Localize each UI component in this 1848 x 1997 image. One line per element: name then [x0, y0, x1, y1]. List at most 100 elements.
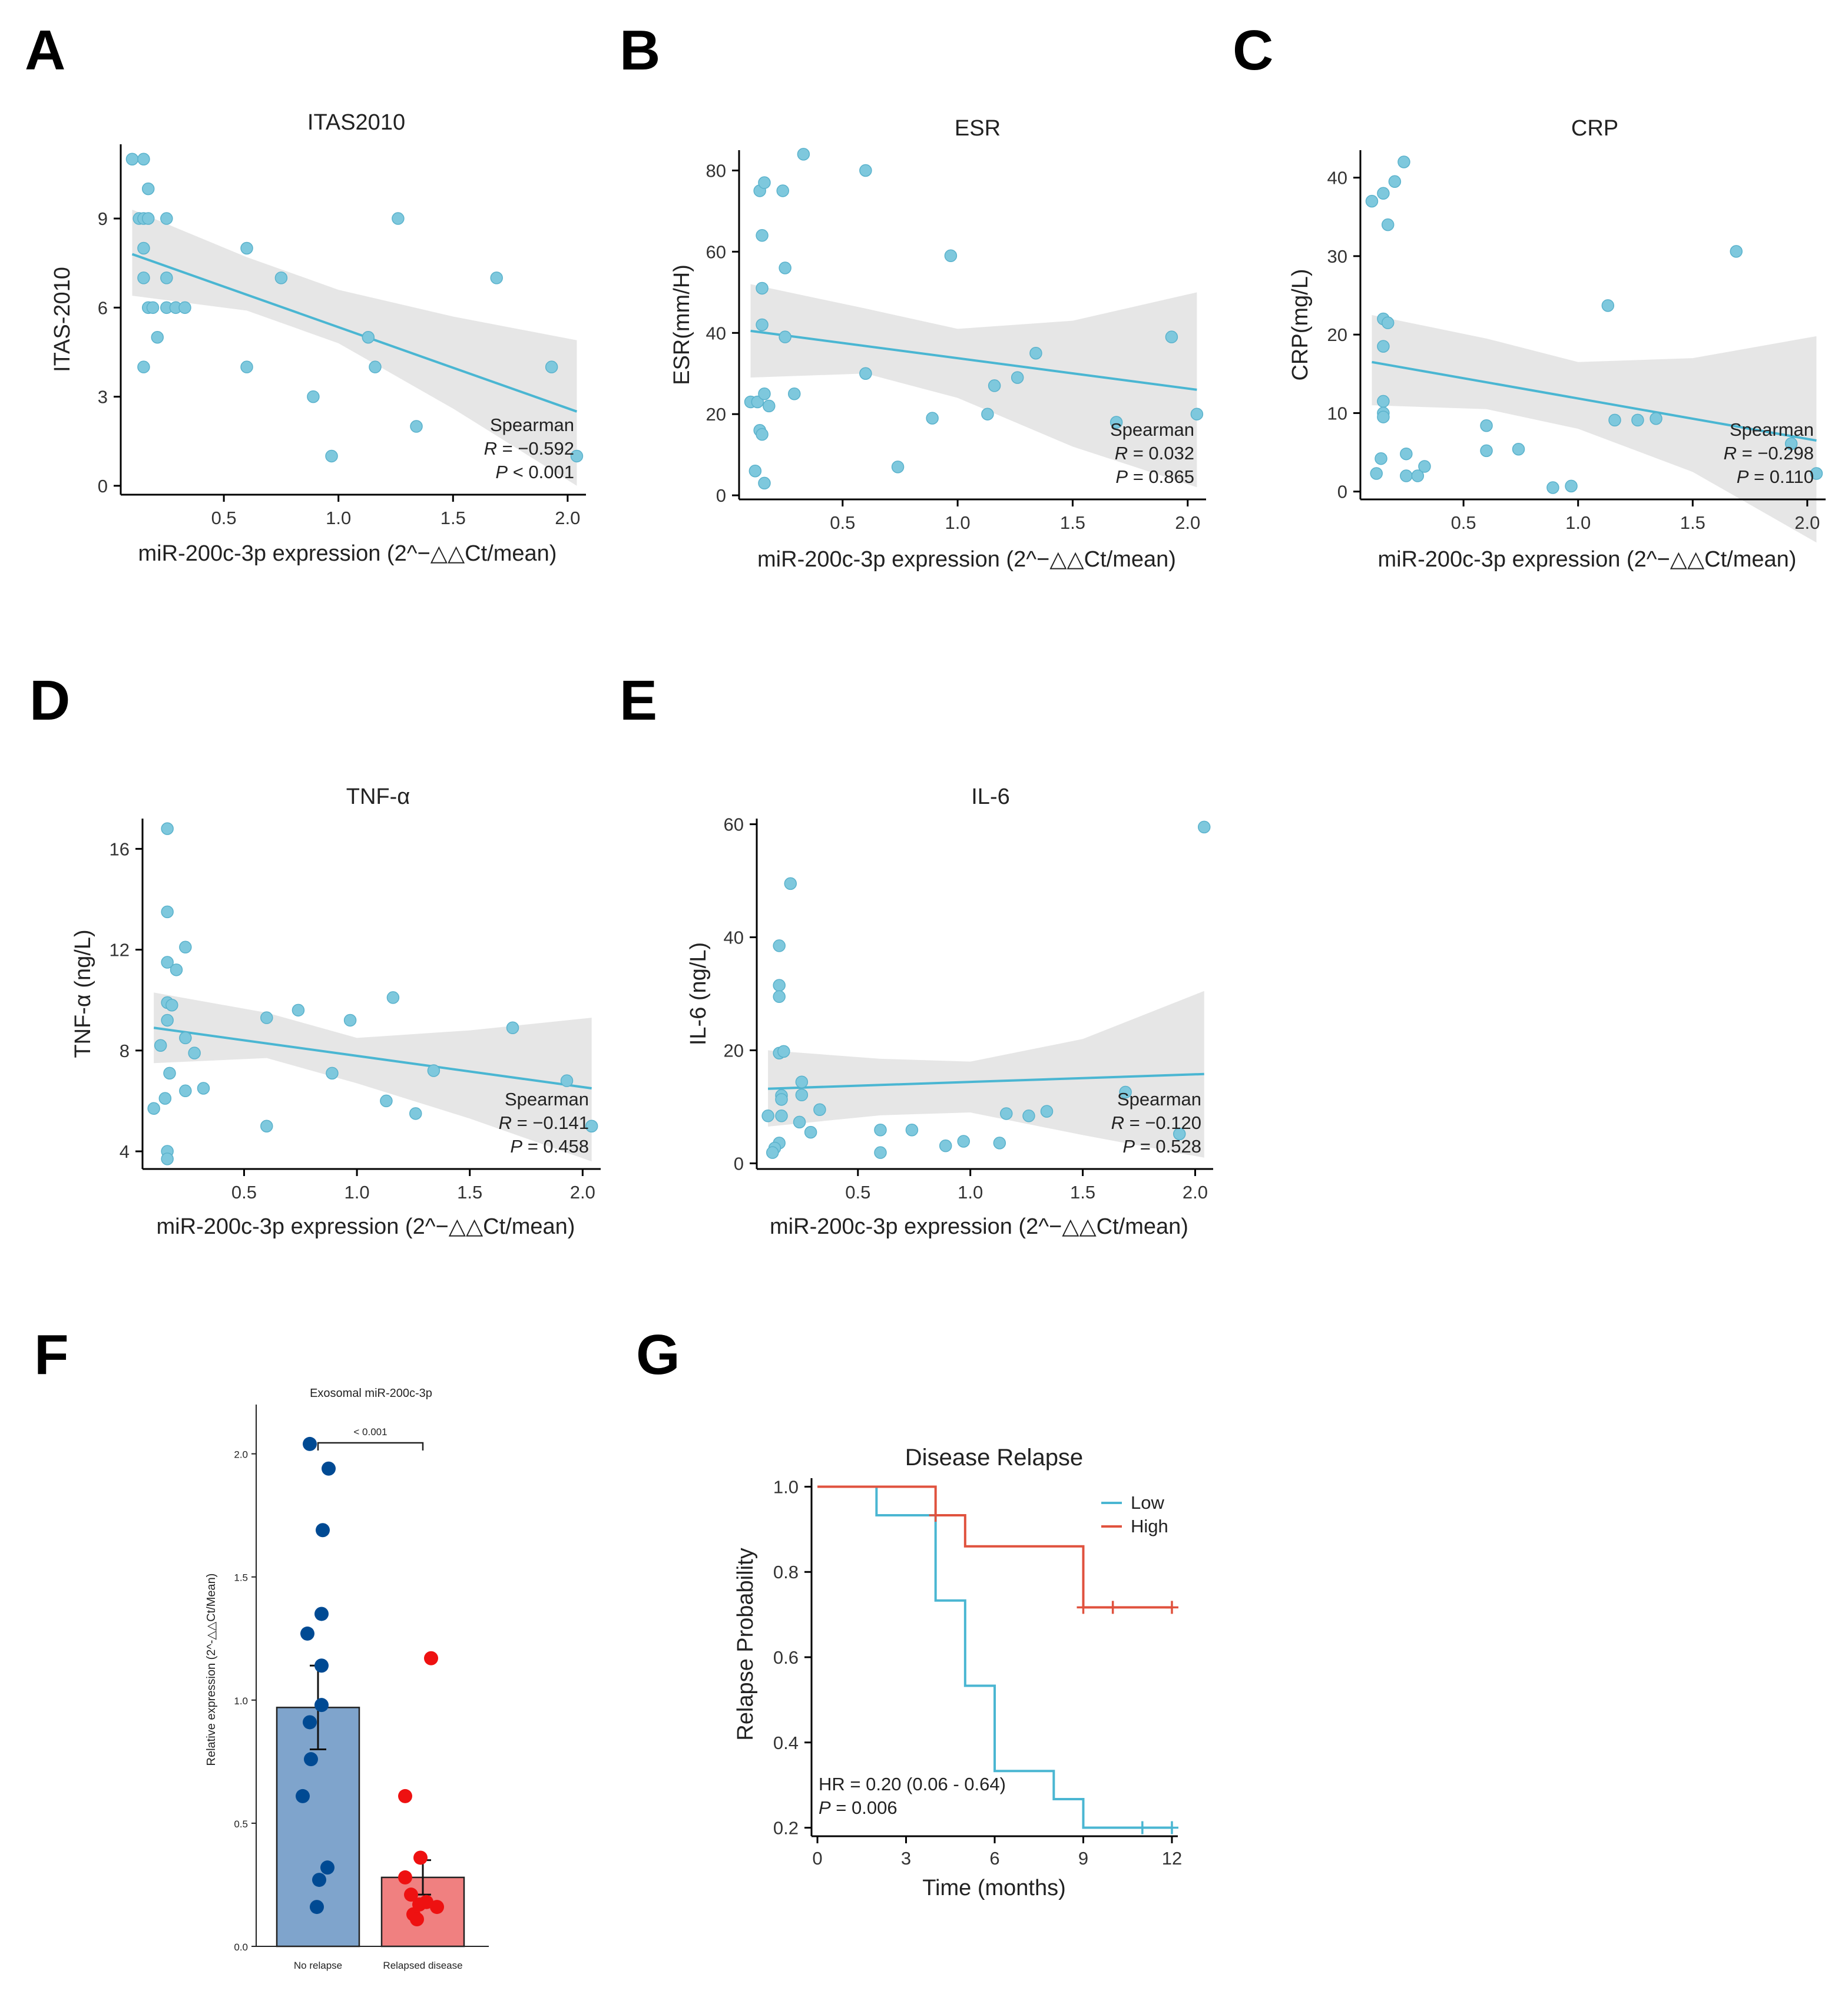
panel-f-data-point	[316, 1523, 330, 1538]
panel-b-x-tick-label: 1.0	[945, 512, 971, 533]
panel-a-regression-line	[131, 253, 578, 413]
panel-g-p-value: = 0.006	[831, 1797, 897, 1818]
panel-d-data-point	[343, 1014, 357, 1027]
panel-d-data-point	[161, 1014, 174, 1027]
panel-f-category-label: Relapsed disease	[383, 1960, 462, 1971]
panel-c-data-point	[1480, 444, 1493, 458]
panel-d-y-tick-label: 16	[110, 839, 130, 859]
panel-d-stat-p: P = 0.458	[510, 1136, 589, 1157]
panel-e-stat-r-value: = −0.120	[1124, 1112, 1201, 1133]
panel-b-regression-line	[750, 329, 1197, 391]
panel-e-data-point	[874, 1124, 887, 1137]
panel-a-x-tick-label: 0.5	[211, 508, 237, 528]
panel-b-stat-p: P = 0.865	[1115, 466, 1194, 487]
panel-e-data-point	[773, 939, 786, 952]
panel-e-stat-p-value: = 0.528	[1135, 1136, 1201, 1157]
panel-d-x-tick-label: 2.0	[570, 1182, 595, 1203]
panel-letter-d: D	[29, 669, 70, 732]
panel-b-data-point	[751, 395, 764, 409]
panel-a-x-tick-label: 1.5	[441, 508, 466, 528]
panel-e-y-tick-label: 20	[724, 1040, 744, 1061]
panel-c-x-tick-label: 0.5	[1451, 512, 1476, 533]
panel-letter-c: C	[1233, 19, 1273, 82]
panel-d-data-point	[409, 1107, 422, 1120]
panel-a-y-axis-label: ITAS-2010	[50, 267, 75, 372]
panel-b-x-axis-label: miR-200c-3p expression (2^−△△Ct/mean)	[757, 547, 1176, 572]
panel-c-confidence-band	[1372, 314, 1817, 543]
panel-d-x-tick-label: 1.5	[457, 1182, 482, 1203]
panel-letter-g: G	[636, 1323, 680, 1386]
panel-c-stat-p-value: = 0.110	[1748, 466, 1814, 487]
panel-e-data-point	[1040, 1105, 1054, 1118]
panel-f-data-point	[314, 1698, 329, 1713]
panel-f-data-point	[398, 1789, 412, 1803]
panel-g-x-tick-label: 6	[989, 1848, 999, 1869]
panel-c-data-point	[1397, 155, 1410, 168]
panel-d-data-point	[326, 1067, 339, 1080]
panel-c-data-point	[1565, 479, 1578, 493]
panel-f-category-label: No relapse	[294, 1960, 342, 1971]
panel-d-stat-method: Spearman	[505, 1089, 589, 1110]
panel-a-confidence-band	[132, 209, 577, 486]
panel-a-y-tick-label: 9	[98, 208, 108, 229]
panel-c-y-tick-label: 40	[1327, 168, 1347, 188]
panel-c-scatter-chart: 0.5 1.0 1.5 2.0 0 10 20 30 40 CRP miR-200c-3p expr…	[1288, 116, 1826, 572]
panel-d-data-point	[161, 905, 174, 919]
panel-g-censor-mark	[1135, 1821, 1149, 1834]
panel-f-data-point	[296, 1789, 310, 1803]
panel-f-data-point	[304, 1752, 318, 1767]
panel-e-data-point	[1000, 1107, 1013, 1120]
panel-f-significance-bracket	[317, 1442, 424, 1450]
panel-d-data-point	[161, 822, 174, 835]
panel-d-stat-p-symbol: P	[510, 1136, 522, 1157]
panel-g-title: Disease Relapse	[905, 1445, 1083, 1471]
panel-letter-b: B	[620, 19, 660, 82]
panel-b-y-tick-label: 60	[706, 241, 726, 262]
panel-g-y-tick-label: 1.0	[773, 1476, 799, 1497]
panel-b-x-tick-label: 1.5	[1060, 512, 1085, 533]
panel-c-data-point	[1370, 467, 1383, 480]
panel-a-data-point	[369, 360, 382, 373]
panel-a-data-point	[392, 212, 405, 225]
panel-e-data-point	[761, 1110, 774, 1122]
panel-b-data-point	[981, 408, 994, 420]
panel-e-x-tick-label: 1.5	[1070, 1182, 1095, 1203]
panel-f-y-tick-label: 0.5	[234, 1819, 248, 1830]
panel-c-y-axis-label: CRP(mg/L)	[1288, 269, 1313, 380]
panel-f-title: Exosomal miR-200c-3p	[310, 1387, 432, 1400]
panel-c-x-tick-label: 1.0	[1565, 512, 1591, 533]
panel-c-title: CRP	[1571, 116, 1618, 141]
panel-c-x-tick-label: 2.0	[1794, 512, 1820, 533]
panel-e-data-point	[1119, 1085, 1132, 1099]
panel-d-data-point	[380, 1094, 393, 1108]
panel-c-stat-method: Spearman	[1730, 419, 1814, 440]
panel-a-y-tick-label: 3	[98, 387, 108, 408]
panel-d-stat-p-value: = 0.458	[522, 1136, 589, 1157]
panel-e-data-point	[766, 1146, 779, 1159]
panel-a-stat-r: R = −0.592	[484, 438, 574, 459]
panel-f-y-tick-label: 2.0	[234, 1449, 248, 1461]
panel-d-data-point	[292, 1004, 305, 1017]
panel-e-x-tick-label: 0.5	[845, 1182, 870, 1203]
panel-c-data-point	[1375, 452, 1387, 465]
panel-d-data-point	[170, 963, 183, 976]
panel-d-x-tick-label: 1.0	[345, 1182, 370, 1203]
panel-f-data-point	[303, 1715, 317, 1730]
panel-g-legend-label: High	[1131, 1516, 1168, 1536]
panel-f-data-point	[300, 1626, 314, 1641]
panel-c-data-point	[1480, 419, 1493, 432]
panel-e-data-point	[874, 1146, 887, 1159]
panel-f-data-point	[303, 1436, 317, 1451]
panel-a-data-point	[137, 360, 150, 373]
panel-d-stat-r-value: = −0.141	[512, 1112, 589, 1133]
panel-e-x-axis-label: miR-200c-3p expression (2^−△△Ct/mean)	[770, 1214, 1188, 1239]
panel-f-y-tick-label: 0.0	[234, 1942, 248, 1953]
panel-d-data-point	[179, 1084, 192, 1098]
panel-a-stat-p-symbol: P	[495, 462, 508, 482]
panel-g-censor-mark	[929, 1508, 942, 1522]
panel-g-x-tick-label: 12	[1162, 1848, 1182, 1869]
panel-g-x-tick-label: 3	[901, 1848, 911, 1869]
panel-a-data-point	[160, 212, 173, 225]
panel-d-data-point	[161, 956, 174, 969]
